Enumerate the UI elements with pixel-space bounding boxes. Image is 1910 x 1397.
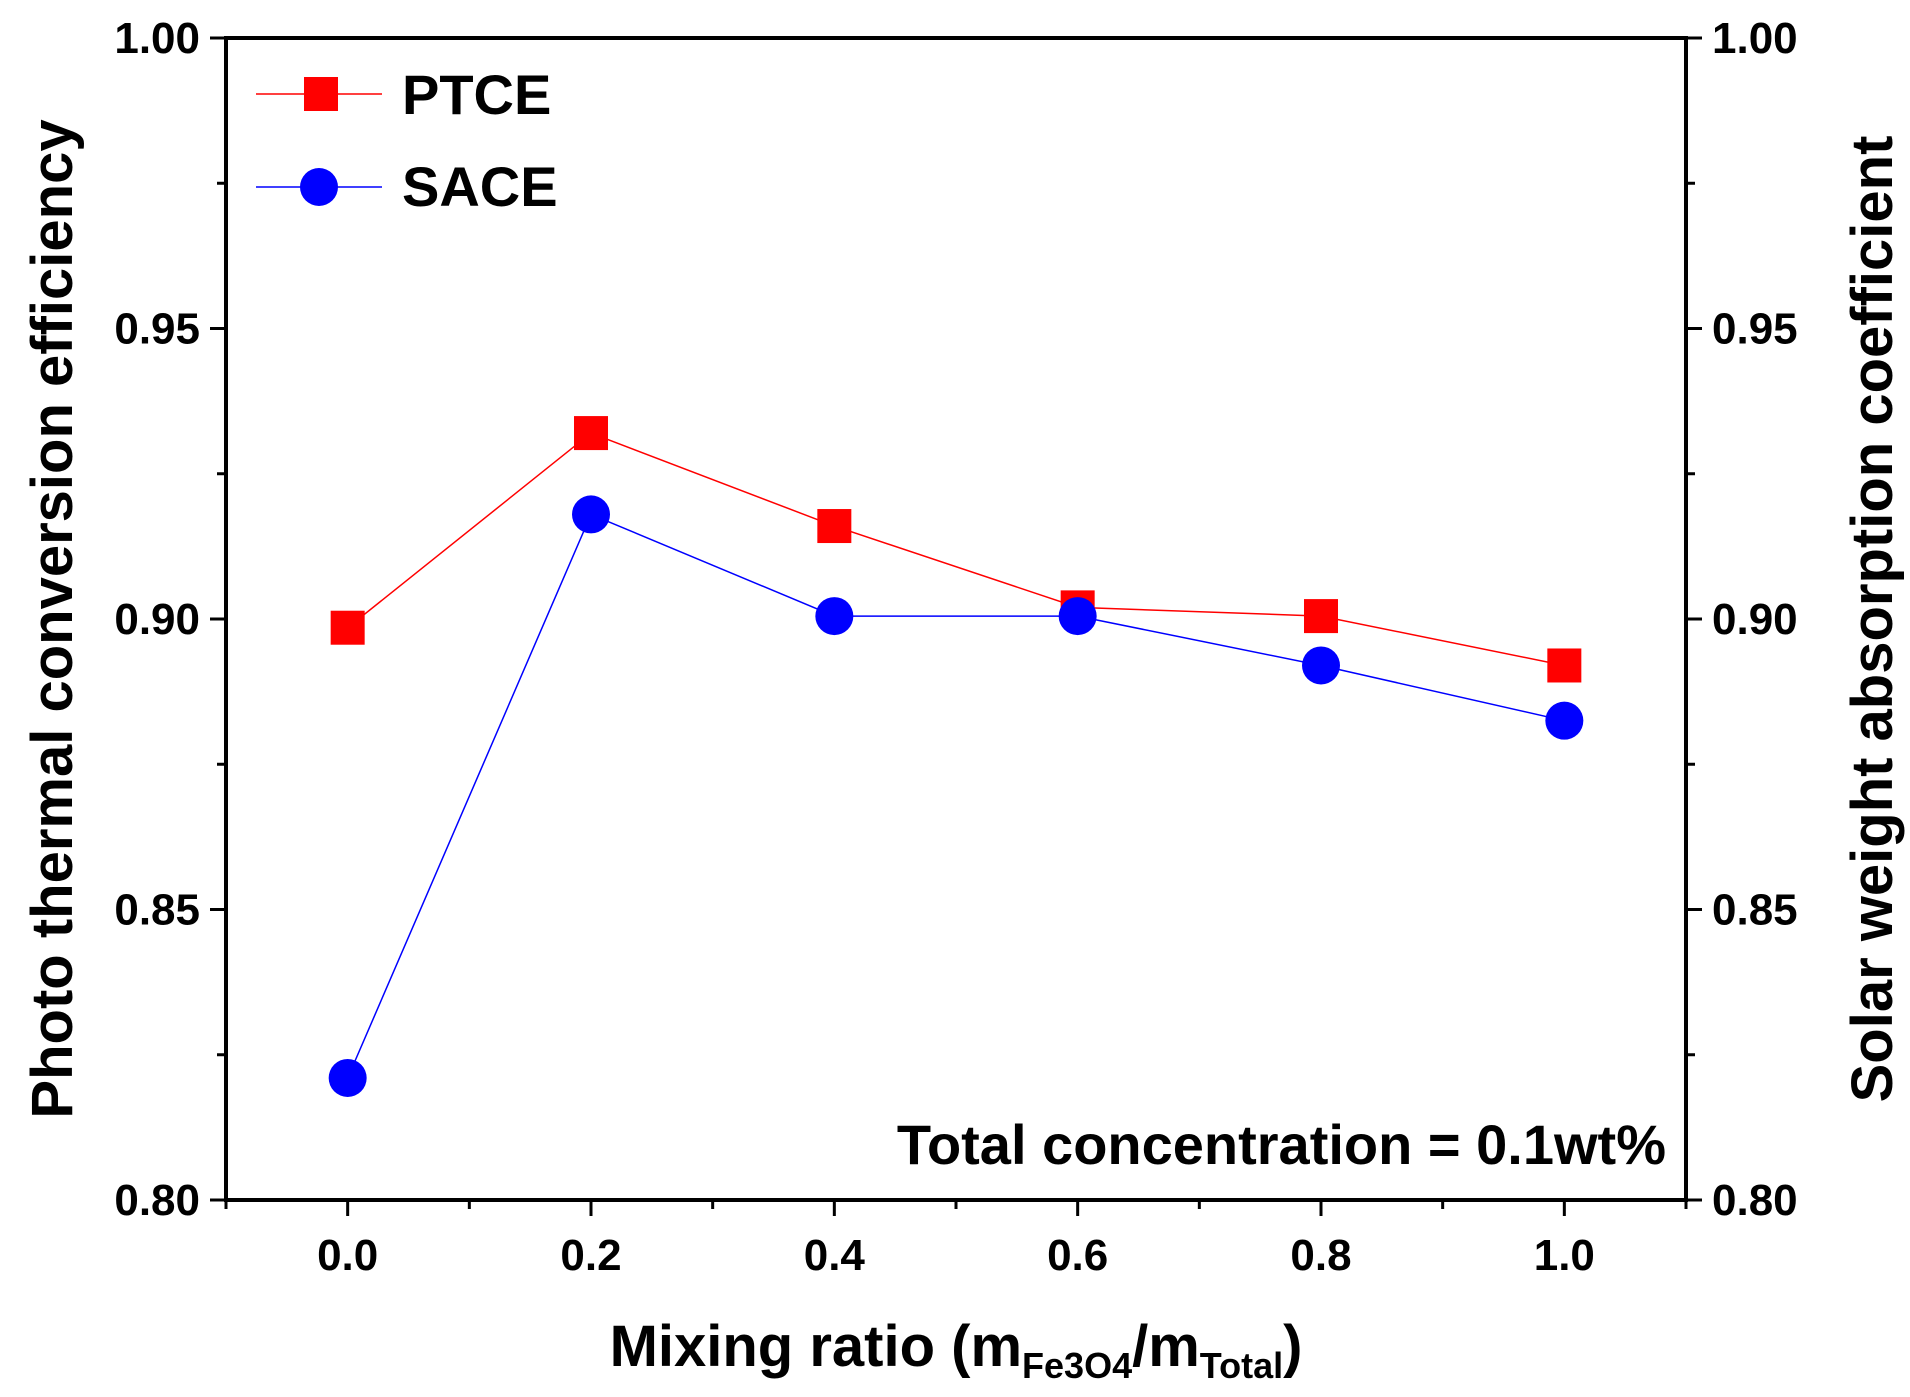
x-tick-label: 0.4 bbox=[804, 1231, 866, 1280]
markers-layer bbox=[328, 416, 1584, 1097]
x-tick-label: 1.0 bbox=[1534, 1231, 1595, 1280]
y-right-tick-label: 0.85 bbox=[1712, 886, 1798, 935]
y-left-tick-label: 0.85 bbox=[114, 886, 200, 935]
legend-label-ptce: PTCE bbox=[402, 63, 551, 126]
point-sace bbox=[1545, 701, 1584, 740]
point-ptce bbox=[1304, 599, 1338, 634]
point-sace bbox=[572, 495, 610, 534]
y-right-tick-label: 1.00 bbox=[1712, 14, 1798, 63]
x-tick-label: 0.6 bbox=[1047, 1231, 1108, 1280]
legend-label-sace: SACE bbox=[402, 155, 558, 218]
concentration-annotation: Total concentration = 0.1wt% bbox=[897, 1113, 1666, 1176]
y-right-tick-label: 0.95 bbox=[1712, 305, 1798, 354]
legend: PTCE SACE bbox=[256, 63, 558, 218]
lines-layer bbox=[346, 432, 1565, 1079]
y-left-tick-label: 1.00 bbox=[114, 14, 200, 63]
legend-marker-sace bbox=[300, 168, 338, 206]
y-left-tick-label: 0.95 bbox=[114, 305, 200, 354]
y-axis-title-right: Solar weight absorption coefficient bbox=[1840, 136, 1905, 1103]
x-axis-title: Mixing ratio (mFe3O4/mTotal) bbox=[610, 1314, 1303, 1386]
point-sace bbox=[1302, 646, 1340, 685]
x-tick-label: 0.8 bbox=[1290, 1231, 1351, 1280]
y-right-tick-label: 0.90 bbox=[1712, 595, 1798, 644]
y-axis-title-left: Photo thermal conversion efficiency bbox=[20, 119, 85, 1118]
series-line-sace bbox=[346, 513, 1565, 1079]
point-sace bbox=[815, 597, 854, 636]
point-sace bbox=[328, 1058, 367, 1097]
x-tick-label: 0.0 bbox=[317, 1231, 378, 1280]
series-line-ptce bbox=[347, 432, 1565, 667]
ticks-layer: 0.0 0.2 0.4 0.6 0.8 1.0 0.80 0.80 0.85 0.85 0.90 0.… bbox=[114, 14, 1797, 1280]
point-ptce bbox=[574, 416, 608, 451]
x-tick-label: 0.2 bbox=[560, 1231, 621, 1280]
y-right-tick-label: 0.80 bbox=[1712, 1176, 1798, 1225]
legend-marker-ptce bbox=[304, 77, 338, 111]
y-left-tick-label: 0.80 bbox=[114, 1176, 200, 1225]
point-ptce bbox=[817, 509, 852, 544]
y-left-tick-label: 0.90 bbox=[114, 595, 200, 644]
point-ptce bbox=[330, 610, 365, 645]
point-sace bbox=[1058, 597, 1097, 636]
point-ptce bbox=[1547, 648, 1582, 683]
